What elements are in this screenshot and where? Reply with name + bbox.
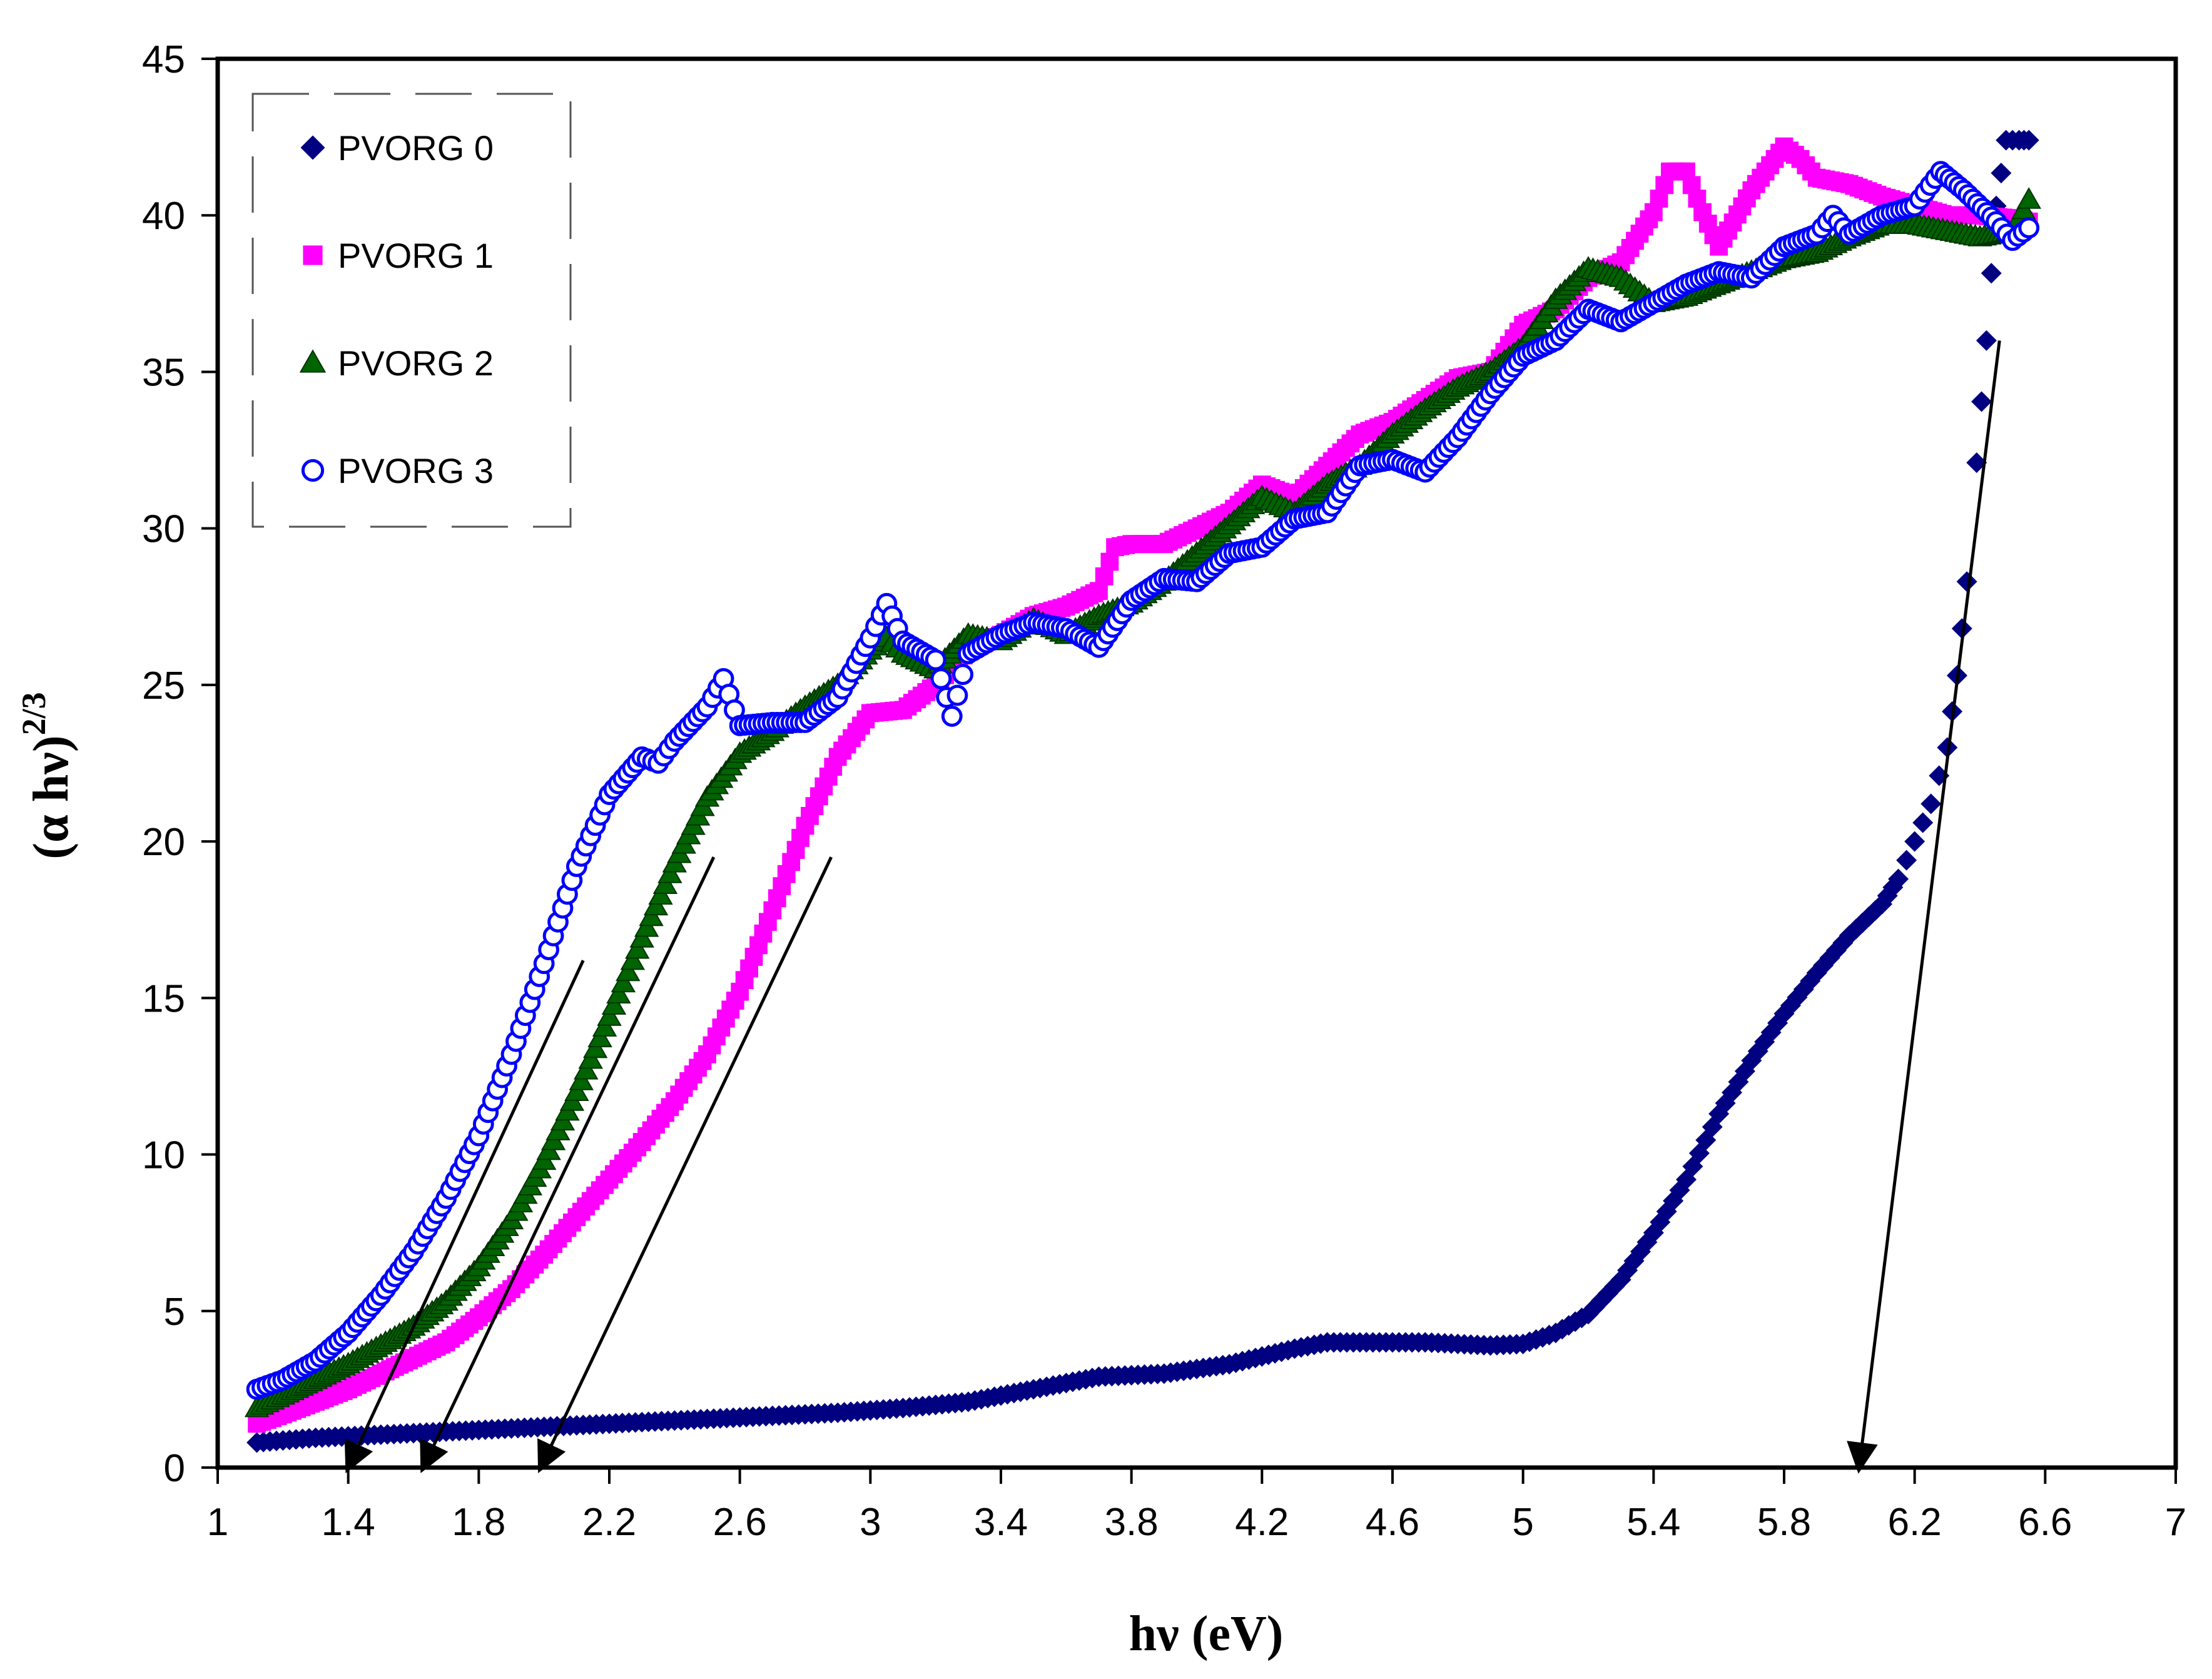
data-point bbox=[587, 1025, 612, 1048]
y-tick-label: 25 bbox=[142, 664, 185, 708]
data-point bbox=[611, 970, 636, 993]
data-point bbox=[925, 649, 946, 671]
data-point bbox=[569, 1068, 594, 1090]
y-axis-title: (α hν)2/3 bbox=[15, 692, 79, 859]
data-point bbox=[657, 861, 682, 883]
data-point bbox=[1888, 868, 1909, 890]
y-tick-label: 5 bbox=[164, 1291, 185, 1334]
legend-marker bbox=[301, 459, 325, 482]
x-tick-label: 2.6 bbox=[713, 1501, 767, 1544]
data-point bbox=[574, 1058, 599, 1080]
x-axis-ticks: 1 1.4 1.8 2.2 2.6 3 3.4 3.8 4.2 4.6 5 5.4 5.8 6.2 6.6 7 bbox=[207, 1468, 2186, 1544]
tangent-line bbox=[1847, 340, 2001, 1474]
legend-marker bbox=[303, 245, 323, 265]
x-tick-label: 6.2 bbox=[1888, 1501, 1942, 1544]
x-tick-label: 7 bbox=[2165, 1501, 2186, 1544]
data-point bbox=[606, 982, 631, 1004]
x-tick-label: 1.8 bbox=[452, 1501, 505, 1544]
data-point bbox=[1904, 831, 1925, 852]
data-point bbox=[652, 872, 678, 894]
data-point bbox=[564, 1079, 589, 1101]
data-point bbox=[1971, 391, 1992, 412]
data-point bbox=[2016, 187, 2041, 209]
tangent-line bbox=[344, 960, 585, 1474]
x-tick-label: 6.6 bbox=[2018, 1501, 2072, 1544]
data-point bbox=[1951, 618, 1972, 639]
y-tick-label: 0 bbox=[164, 1447, 185, 1490]
y-tick-label: 40 bbox=[142, 195, 185, 238]
data-point bbox=[592, 1015, 617, 1037]
data-point bbox=[620, 948, 645, 970]
series-pvorg-3 bbox=[246, 161, 2040, 1400]
data-point bbox=[643, 893, 669, 916]
y-axis-ticks: 0 5 10 15 20 25 30 35 40 45 bbox=[142, 38, 218, 1490]
y-tick-label: 45 bbox=[142, 38, 185, 81]
legend-box bbox=[251, 93, 572, 528]
data-point bbox=[601, 993, 627, 1015]
data-point bbox=[1976, 330, 1997, 351]
data-point bbox=[597, 1004, 622, 1026]
legend-label: PVORG 0 bbox=[338, 128, 494, 168]
x-tick-label: 4.6 bbox=[1366, 1501, 1419, 1544]
legend-marker bbox=[300, 135, 325, 160]
svg-text:(α hν)2/3: (α hν)2/3 bbox=[15, 692, 79, 859]
x-tick-label: 5.4 bbox=[1626, 1501, 1680, 1544]
legend-label: PVORG 3 bbox=[338, 451, 494, 490]
legend-label: PVORG 1 bbox=[338, 236, 494, 275]
data-point bbox=[1991, 163, 2012, 184]
tangent-line bbox=[420, 856, 716, 1474]
data-point bbox=[2018, 129, 2039, 151]
legend-label: PVORG 2 bbox=[338, 343, 494, 383]
series-layer bbox=[244, 129, 2041, 1453]
data-point bbox=[648, 883, 673, 905]
data-point bbox=[941, 706, 963, 727]
y-axis-title-exponent: 2/3 bbox=[15, 692, 53, 735]
x-tick-label: 5.8 bbox=[1757, 1501, 1811, 1544]
tangent-line bbox=[537, 856, 833, 1474]
x-tick-label: 3.8 bbox=[1105, 1501, 1159, 1544]
data-point bbox=[639, 904, 664, 926]
y-axis-title-base: (α hν) bbox=[24, 735, 79, 859]
x-axis-title: hν (eV) bbox=[1129, 1606, 1284, 1661]
data-point bbox=[946, 684, 968, 706]
data-point bbox=[952, 664, 974, 686]
y-tick-label: 30 bbox=[142, 508, 185, 551]
data-point bbox=[1896, 850, 1917, 871]
y-tick-label: 35 bbox=[142, 351, 185, 394]
data-point bbox=[616, 959, 641, 982]
tangent-lines bbox=[344, 340, 2001, 1474]
x-tick-label: 1 bbox=[207, 1501, 228, 1544]
x-tick-label: 5 bbox=[1512, 1501, 1533, 1544]
data-point bbox=[1920, 793, 1942, 814]
x-tick-label: 3 bbox=[860, 1501, 881, 1544]
data-point bbox=[930, 667, 952, 689]
data-point bbox=[1966, 452, 1987, 474]
x-tick-label: 2.2 bbox=[582, 1501, 636, 1544]
data-point bbox=[629, 926, 654, 948]
data-point bbox=[634, 915, 659, 937]
legend: PVORG 0 PVORG 1 PVORG 2 PVORG 3 bbox=[251, 93, 572, 528]
y-tick-label: 15 bbox=[142, 977, 185, 1020]
x-tick-label: 1.4 bbox=[322, 1501, 375, 1544]
series-pvorg-0 bbox=[246, 129, 2039, 1453]
legend-marker bbox=[299, 349, 327, 373]
data-point bbox=[1981, 263, 2002, 284]
data-point bbox=[578, 1047, 603, 1069]
data-point bbox=[582, 1036, 608, 1058]
data-point bbox=[2018, 217, 2040, 239]
data-point bbox=[624, 937, 650, 959]
x-tick-label: 3.4 bbox=[974, 1501, 1028, 1544]
y-tick-label: 10 bbox=[142, 1134, 185, 1177]
y-tick-label: 20 bbox=[142, 821, 185, 864]
plot-area-frame bbox=[215, 56, 2178, 1470]
data-point bbox=[1912, 812, 1934, 833]
x-tick-label: 4.2 bbox=[1235, 1501, 1289, 1544]
data-point bbox=[1956, 571, 1977, 592]
